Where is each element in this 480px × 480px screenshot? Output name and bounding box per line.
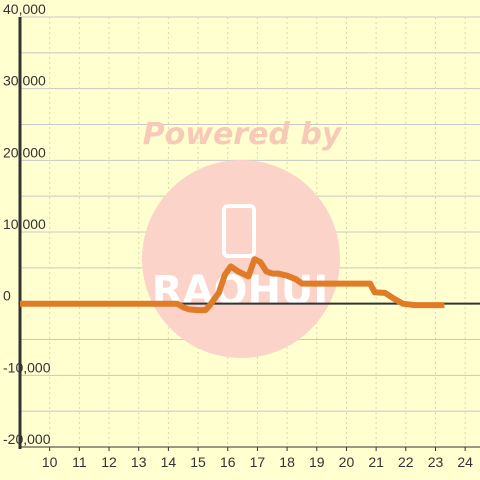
x-tick-label: 19 [309, 454, 325, 470]
y-tick-label: -20,000 [3, 431, 51, 447]
x-tick-label: 13 [131, 454, 147, 470]
x-tick-label: 16 [220, 454, 236, 470]
x-tick-label: 10 [42, 454, 58, 470]
y-tick-label: 40,000 [3, 1, 46, 17]
y-tick-label: 30,000 [3, 73, 46, 89]
x-tick-label: 20 [339, 454, 355, 470]
grid-lines [20, 16, 480, 448]
series-layer [20, 256, 445, 314]
x-tick-label: 24 [457, 454, 473, 470]
x-tick-label: 11 [72, 454, 87, 470]
x-tick-label: 23 [428, 454, 444, 470]
x-tick-label: 18 [279, 454, 295, 470]
series-line [20, 256, 445, 314]
x-tick-label: 22 [398, 454, 414, 470]
phone-icon [222, 204, 256, 258]
x-tick-label: 15 [190, 454, 206, 470]
x-tick-label: 14 [161, 454, 177, 470]
watermark-text: Powered by [143, 117, 343, 152]
x-tick-label: 17 [250, 454, 266, 470]
x-tick-label: 21 [368, 454, 384, 470]
watermark-circle [142, 160, 340, 358]
y-tick-label: 20,000 [3, 144, 46, 160]
tick-labels: -20,000 -10,000 0 10,000 20,000 30,000 40,000 1… [3, 1, 473, 470]
y-tick-label: -10,000 [3, 359, 51, 375]
y-tick-label: 0 [3, 288, 11, 304]
y-tick-label: 10,000 [3, 216, 46, 232]
x-tick-label: 12 [101, 454, 117, 470]
